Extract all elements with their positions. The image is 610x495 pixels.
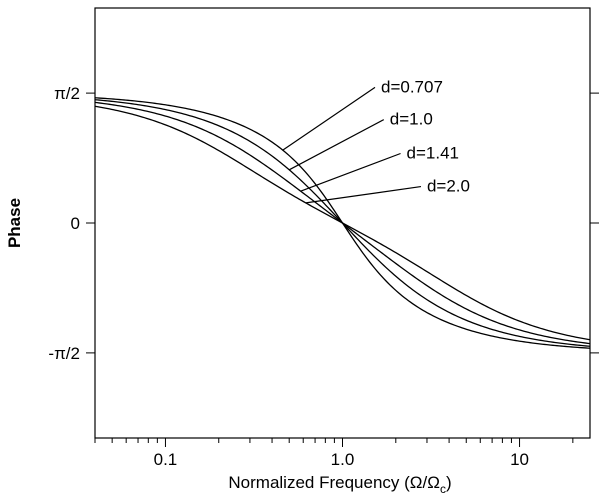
series-label-4: d=2.0 xyxy=(427,177,470,196)
series-leader-4 xyxy=(305,185,422,204)
series-label-2: d=1.0 xyxy=(390,110,433,129)
x-tick-label: 0.1 xyxy=(154,450,178,469)
y-axis: π/2 0 -π/2 xyxy=(48,84,599,363)
series-labels: d=0.707 d=1.0 d=1.41 d=2.0 xyxy=(282,77,470,204)
y-tick-label: -π/2 xyxy=(48,344,80,363)
series-line-4 xyxy=(94,105,591,341)
series-leader-2 xyxy=(288,119,385,171)
y-axis-label: Phase xyxy=(5,198,24,248)
y-tick-label: π/2 xyxy=(54,84,80,103)
x-tick-label: 1.0 xyxy=(331,450,355,469)
series-curves xyxy=(94,97,591,349)
x-axis-label: Normalized Frequency (Ω/Ωc) xyxy=(228,473,451,495)
series-label-1: d=0.707 xyxy=(381,77,443,96)
series-leader-3 xyxy=(300,152,401,192)
x-axis: 0.1 1.0 10 xyxy=(94,438,574,469)
x-tick-label: 10 xyxy=(510,450,529,469)
y-tick-label: 0 xyxy=(71,214,80,233)
series-leader-1 xyxy=(282,86,376,151)
series-label-3: d=1.41 xyxy=(407,144,459,163)
